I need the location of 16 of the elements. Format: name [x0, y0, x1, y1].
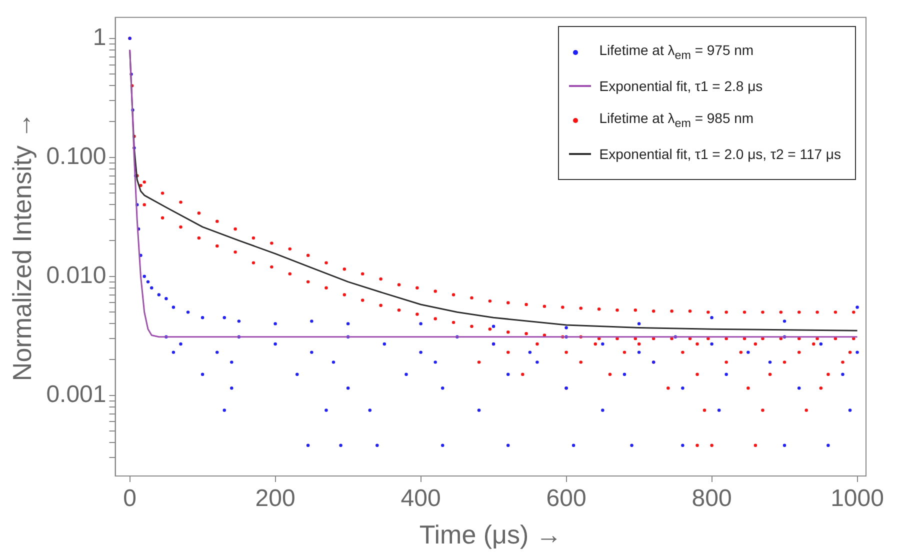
x-tick-label: 1000 — [830, 485, 884, 512]
y-axis-title: Normalized Intensity → — [6, 112, 37, 382]
x-tick-label: 600 — [546, 485, 586, 512]
y-tick-label: 0.001 — [46, 380, 106, 408]
legend-label: Lifetime at λ$_{em}$ = 985 nm — [599, 110, 754, 130]
legend-label: Exponential fit, τ1 = 2.0 μs, τ2 = 117 μs — [599, 146, 841, 162]
y-tick-label: 0.010 — [46, 262, 106, 289]
legend-label: Exponential fit, τ1 = 2.8 μs — [599, 78, 763, 94]
x-axis-title: Time (μs) → — [419, 520, 562, 550]
legend-label: Lifetime at λ$_{em}$ = 975 nm — [599, 42, 754, 62]
x-tick-label: 0 — [123, 485, 136, 512]
x-tick-label: 800 — [692, 485, 732, 512]
x-tick-label: 200 — [255, 485, 296, 512]
y-tick-label: 1 — [92, 24, 106, 51]
y-tick-label: 0.100 — [46, 142, 106, 170]
x-tick-label: 400 — [400, 485, 441, 512]
